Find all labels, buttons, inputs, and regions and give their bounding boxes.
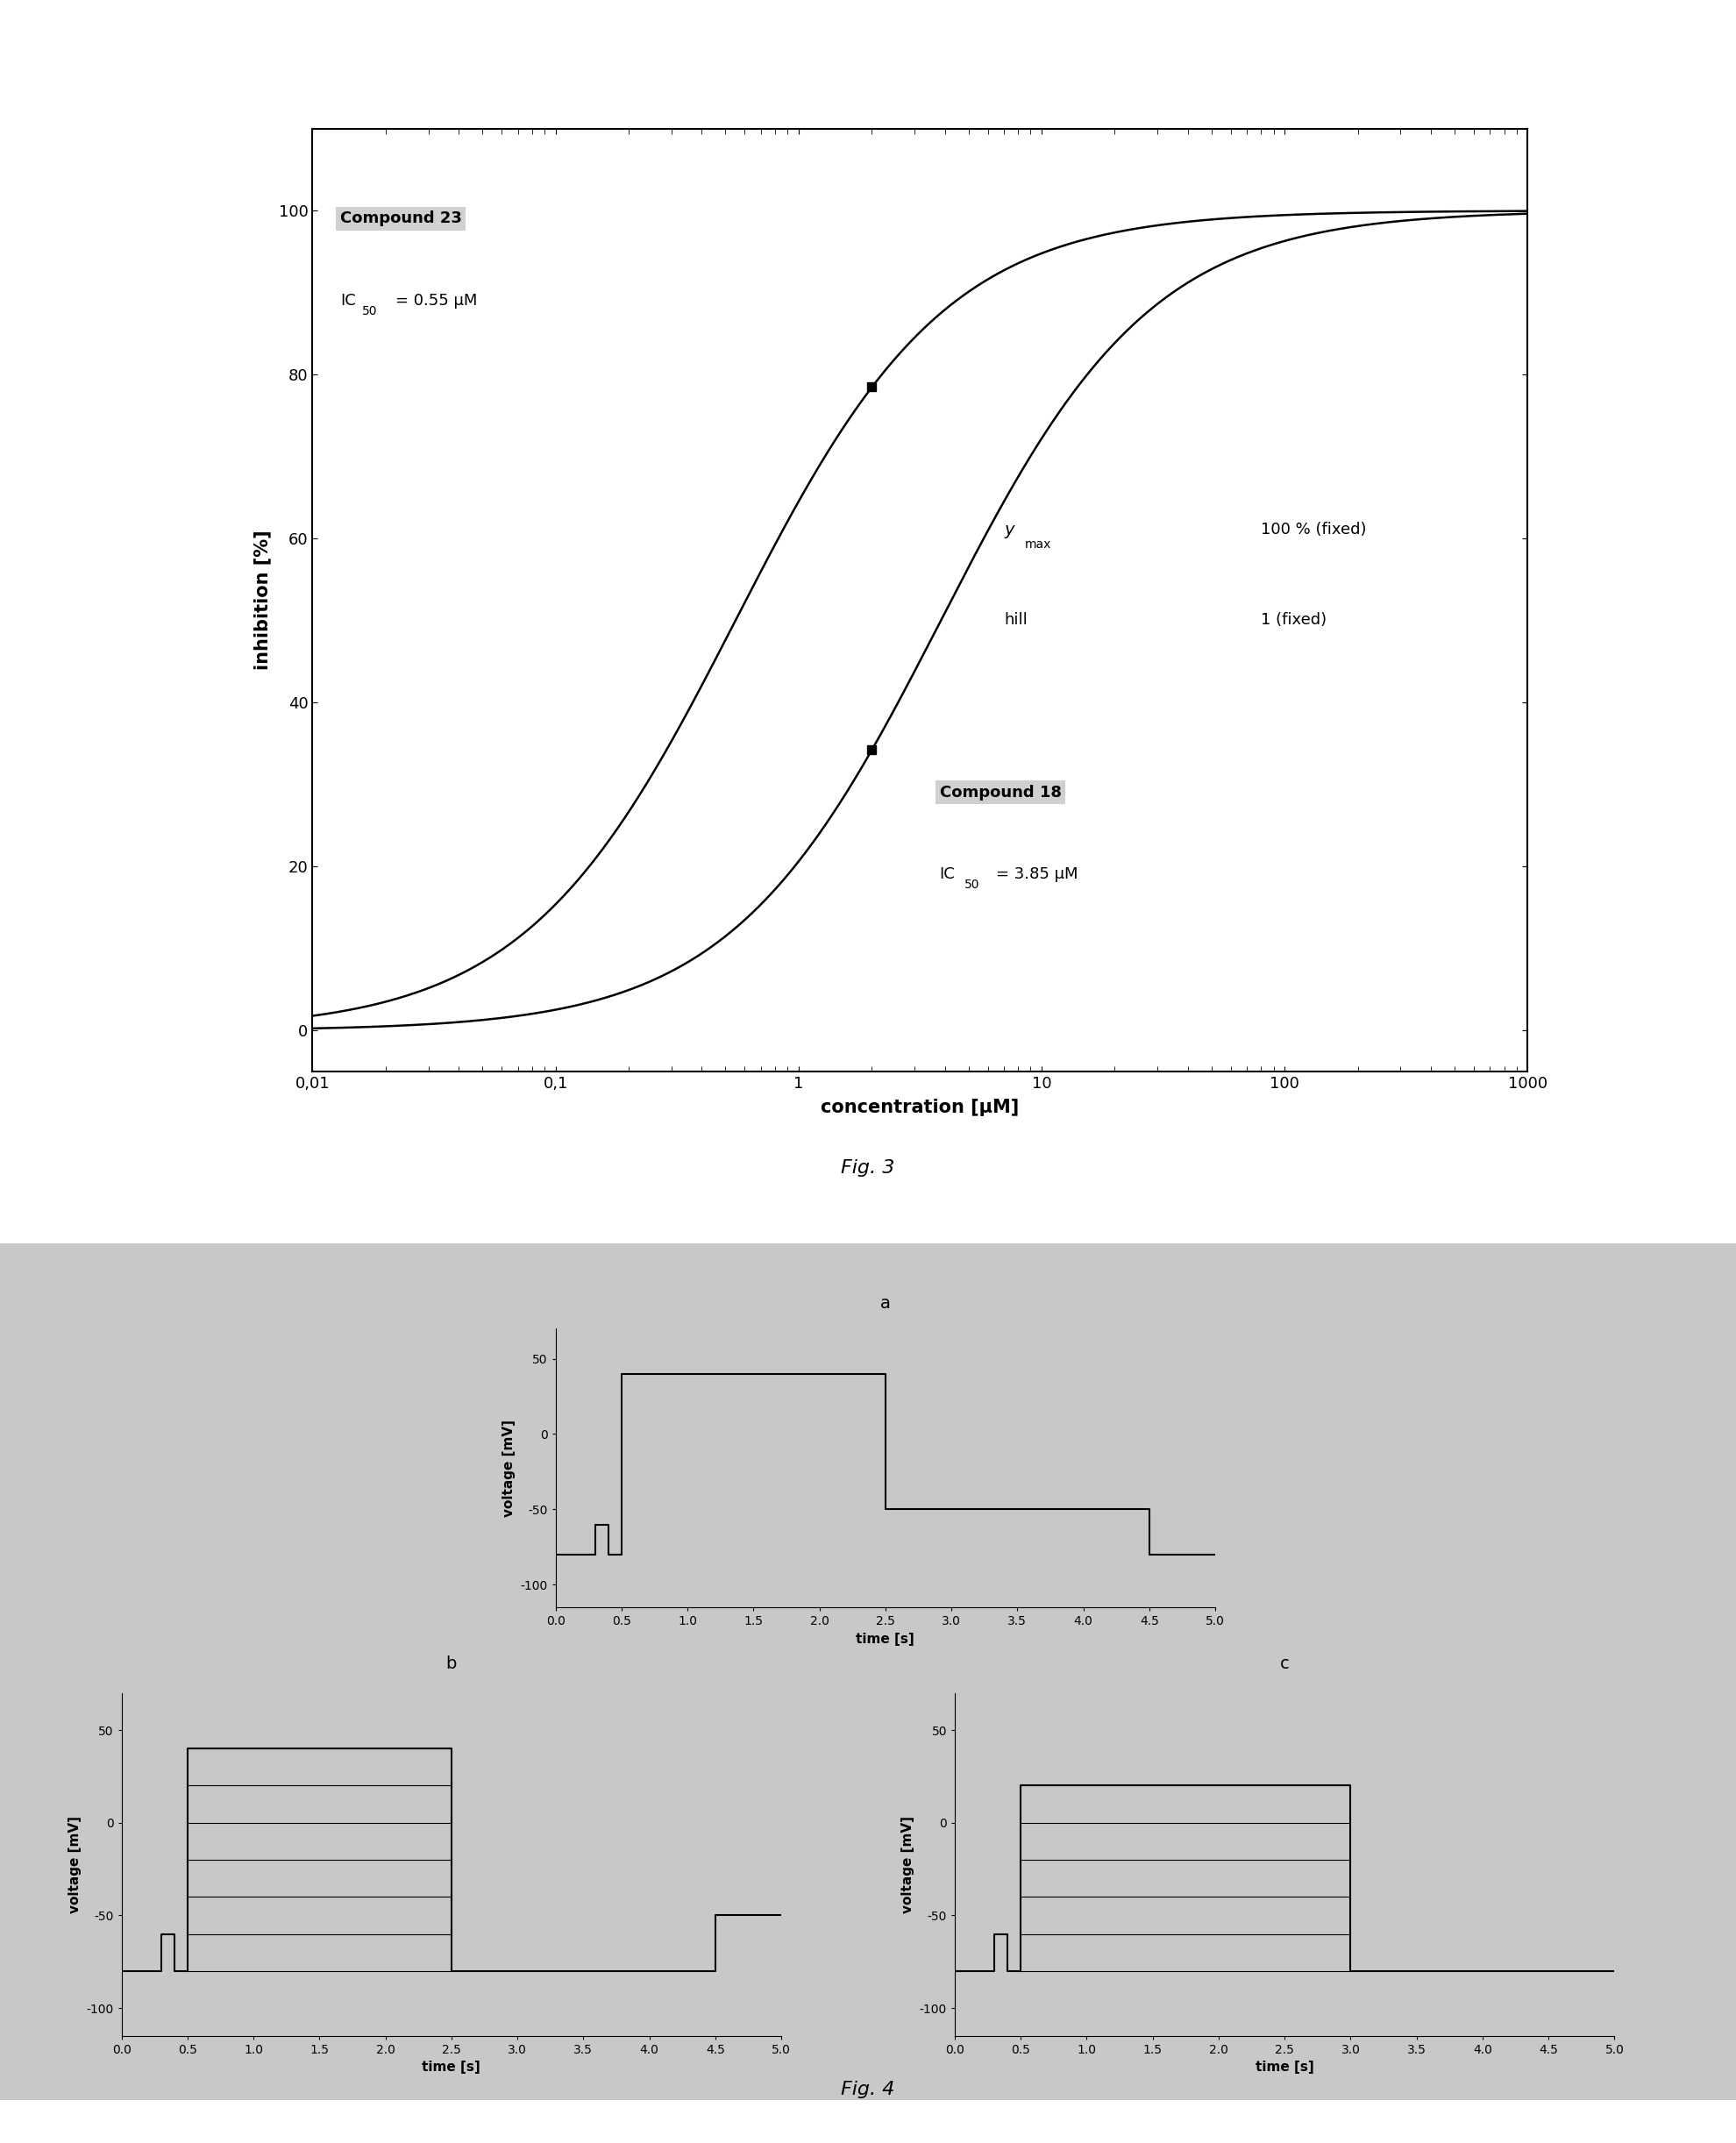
Text: 1 (fixed): 1 (fixed): [1260, 613, 1326, 628]
Text: = 3.85 μM: = 3.85 μM: [996, 866, 1078, 883]
Text: hill: hill: [1003, 613, 1028, 628]
Y-axis label: voltage [mV]: voltage [mV]: [68, 1815, 82, 1914]
Text: y: y: [1003, 523, 1014, 538]
Text: Compound 18: Compound 18: [939, 784, 1061, 799]
Y-axis label: voltage [mV]: voltage [mV]: [502, 1419, 516, 1517]
Text: max: max: [1024, 538, 1050, 551]
Text: IC: IC: [939, 866, 955, 883]
Text: 50: 50: [363, 304, 377, 317]
X-axis label: time [s]: time [s]: [1255, 2062, 1314, 2074]
Text: Fig. 4: Fig. 4: [842, 2081, 894, 2098]
Text: Compound 23: Compound 23: [340, 210, 462, 227]
Text: c: c: [1279, 1657, 1290, 1672]
Y-axis label: inhibition [%]: inhibition [%]: [253, 529, 271, 671]
X-axis label: time [s]: time [s]: [856, 1633, 915, 1646]
Text: IC: IC: [340, 294, 356, 309]
Text: b: b: [446, 1657, 457, 1672]
Text: a: a: [880, 1294, 891, 1312]
Text: 50: 50: [963, 879, 979, 891]
Text: = 0.55 μM: = 0.55 μM: [396, 294, 477, 309]
X-axis label: time [s]: time [s]: [422, 2062, 481, 2074]
X-axis label: concentration [μM]: concentration [μM]: [821, 1099, 1019, 1117]
Y-axis label: voltage [mV]: voltage [mV]: [901, 1815, 915, 1914]
Text: Fig. 3: Fig. 3: [842, 1159, 894, 1177]
Text: 100 % (fixed): 100 % (fixed): [1260, 523, 1366, 538]
